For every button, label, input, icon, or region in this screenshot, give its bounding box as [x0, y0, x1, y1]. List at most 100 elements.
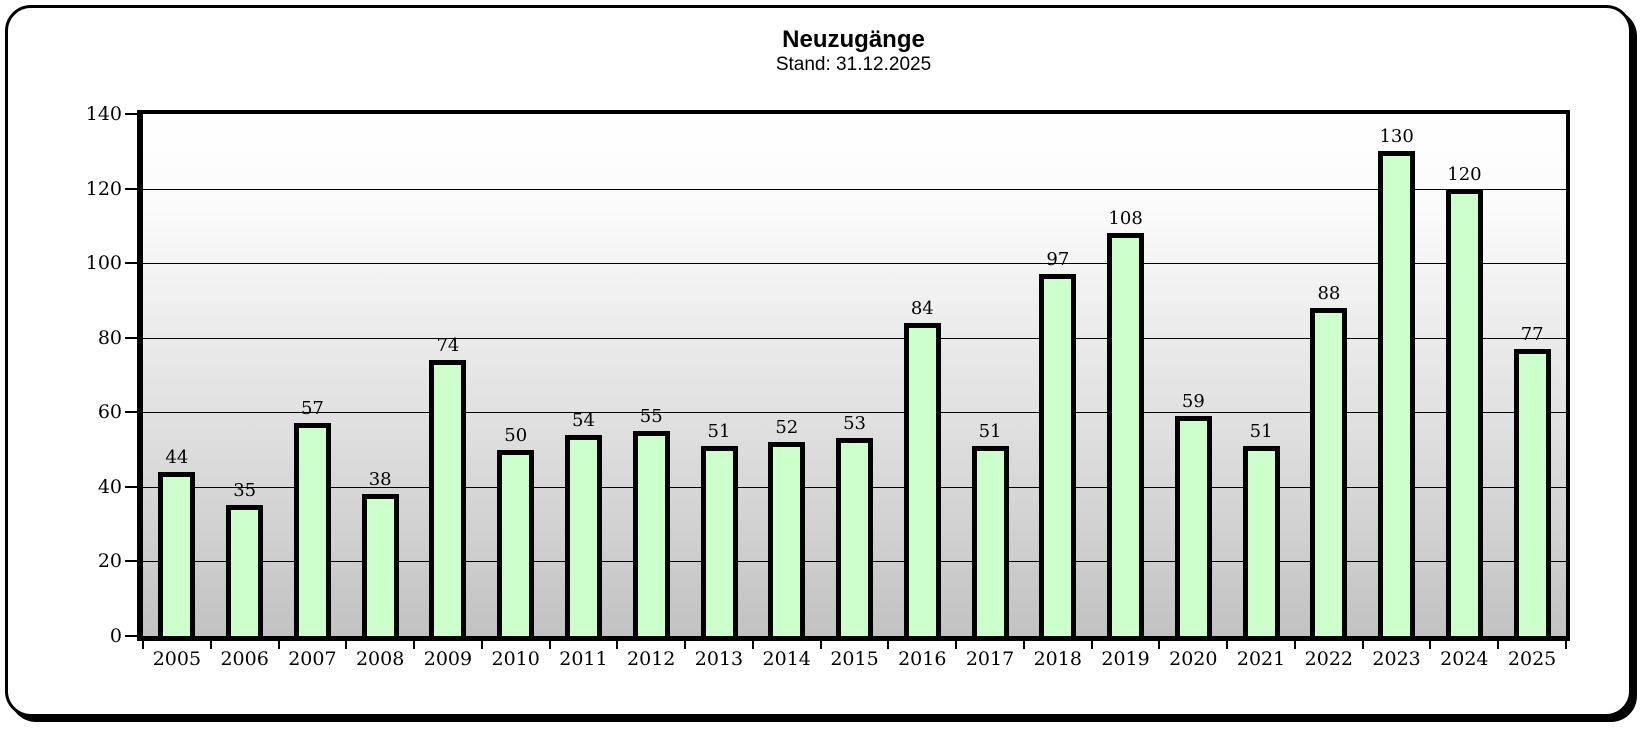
bar-2018	[1039, 274, 1077, 636]
bar-cell-2013: 51	[685, 114, 753, 636]
bar-cell-2025: 77	[1498, 114, 1566, 636]
x-tick-mark-8	[684, 641, 687, 649]
gridline-100	[143, 263, 1566, 265]
bar-cell-2021: 51	[1227, 114, 1295, 636]
x-tick-mark-12	[955, 641, 958, 649]
x-tick-mark-1	[209, 641, 212, 649]
bar-cell-2023: 130	[1363, 114, 1431, 636]
y-tick-mark-140	[125, 113, 137, 115]
y-tick-mark-80	[125, 336, 137, 339]
y-tick-mark-20	[125, 560, 137, 563]
y-tick-mark-100	[125, 262, 137, 265]
x-tick-label-2021: 2021	[1236, 648, 1286, 670]
bar-value-label: 51	[1249, 421, 1273, 442]
y-tick-label-100: 100	[85, 252, 122, 275]
x-tick-label-2020: 2020	[1169, 648, 1218, 670]
x-tick-label-2022: 2022	[1304, 648, 1353, 670]
x-tick-mark-9	[751, 641, 754, 649]
x-tick-label-2024: 2024	[1440, 648, 1489, 670]
bar-cell-2009: 74	[414, 114, 482, 636]
y-tick-mark-60	[125, 411, 137, 414]
y-tick-label-20: 20	[97, 550, 122, 573]
bar-2011	[564, 435, 602, 636]
x-tick-mark-0	[142, 641, 144, 649]
bar-cell-2010: 50	[482, 114, 550, 636]
bar-value-label: 50	[504, 425, 528, 446]
x-tick-label-2018: 2018	[1033, 648, 1082, 670]
y-tick-mark-40	[125, 485, 137, 488]
bar-value-label: 97	[1046, 249, 1070, 270]
bar-value-label: 77	[1520, 324, 1544, 345]
bar-2015	[836, 438, 874, 636]
x-tick-mark-17	[1293, 641, 1296, 649]
bar-value-label: 38	[368, 469, 392, 490]
bar-cell-2024: 120	[1431, 114, 1499, 636]
bar-cell-2017: 51	[956, 114, 1024, 636]
chart-subtitle: Stand: 31.12.2025	[775, 54, 932, 75]
x-tick-label-2011: 2011	[559, 648, 608, 670]
x-tick-label-2008: 2008	[355, 648, 405, 670]
gridline-120	[143, 188, 1566, 190]
gridline-60	[143, 412, 1566, 414]
bar-2006	[226, 505, 264, 636]
x-tick-mark-15	[1158, 641, 1161, 649]
bar-2016	[903, 323, 941, 636]
bar-cell-2020: 59	[1159, 114, 1227, 636]
x-tick-label-2012: 2012	[627, 648, 676, 670]
bar-2007	[293, 423, 331, 636]
bar-value-label: 53	[843, 413, 866, 434]
bar-cell-2016: 84	[888, 114, 956, 636]
bar-2023	[1378, 151, 1416, 636]
bar-2020	[1174, 416, 1212, 636]
bar-value-label: 108	[1108, 208, 1143, 229]
x-tick-mark-19	[1429, 641, 1432, 649]
y-tick-label-40: 40	[97, 475, 122, 498]
bar-2013	[700, 446, 738, 636]
x-tick-label-2009: 2009	[423, 648, 473, 670]
x-tick-mark-2	[277, 641, 280, 649]
bar-2019	[1107, 233, 1145, 636]
x-tick-mark-4	[413, 641, 416, 649]
bar-2014	[768, 442, 806, 636]
x-tick-mark-20	[1497, 641, 1500, 649]
bar-cell-2008: 38	[346, 114, 414, 636]
bar-2009	[429, 360, 467, 636]
x-tick-label-2019: 2019	[1101, 648, 1150, 670]
bars-row: 44 35 57 38 74 50 54 55 51 52 53 84 51 97 108 59 51 88 130…	[143, 114, 1566, 636]
bar-cell-2011: 54	[550, 114, 618, 636]
bar-cell-2007: 57	[279, 114, 347, 636]
plot-area: 44 35 57 38 74 50 54 55 51 52 53 84 51 97 108 59 51 88 130…	[137, 110, 1570, 641]
x-tick-mark-14	[1090, 641, 1093, 649]
bar-cell-2006: 35	[211, 114, 279, 636]
bar-cell-2018: 97	[1024, 114, 1092, 636]
x-tick-label-2010: 2010	[491, 648, 540, 670]
y-tick-label-140: 140	[85, 103, 122, 125]
bar-value-label: 84	[910, 298, 934, 319]
x-tick-mark-18	[1361, 641, 1364, 649]
bar-2021	[1242, 446, 1280, 636]
x-tick-mark-21	[1565, 641, 1567, 649]
bar-cell-2015: 53	[821, 114, 889, 636]
x-tick-mark-10	[819, 641, 822, 649]
bar-value-label: 52	[775, 417, 799, 438]
bar-value-label: 54	[572, 410, 595, 431]
bar-2017	[971, 446, 1009, 636]
x-tick-label-2015: 2015	[830, 648, 879, 670]
x-tick-label-2014: 2014	[762, 648, 811, 670]
bar-2005	[158, 472, 196, 636]
x-tick-mark-13	[1022, 641, 1025, 649]
chart-title: Neuzugänge	[782, 26, 925, 53]
x-tick-mark-7	[616, 641, 619, 649]
x-tick-label-2006: 2006	[220, 648, 269, 670]
x-tick-mark-6	[548, 641, 551, 649]
y-tick-label-120: 120	[85, 177, 122, 200]
bar-value-label: 55	[639, 406, 663, 427]
bar-cell-2019: 108	[1092, 114, 1160, 636]
bar-2010	[497, 450, 535, 636]
y-tick-label-80: 80	[97, 326, 122, 349]
bar-value-label: 130	[1379, 126, 1414, 147]
x-tick-label-2016: 2016	[898, 648, 947, 670]
x-tick-label-2025: 2025	[1507, 648, 1557, 670]
bar-value-label: 57	[300, 398, 324, 419]
